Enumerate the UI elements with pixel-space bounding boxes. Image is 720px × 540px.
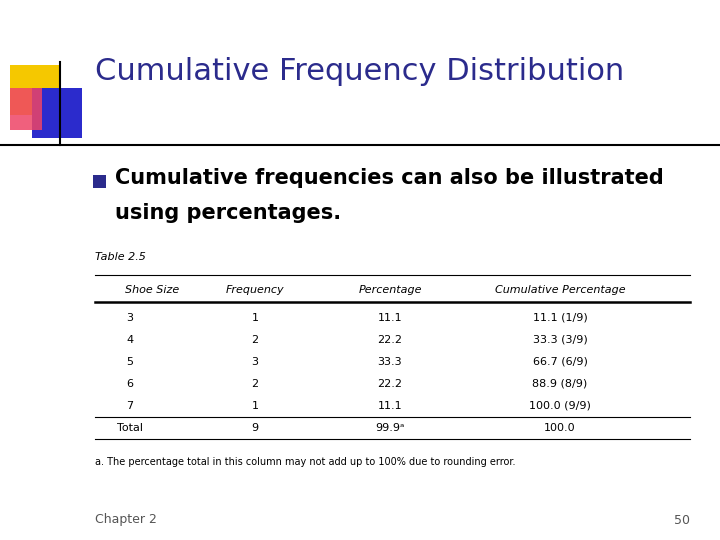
Text: 1: 1 bbox=[251, 313, 258, 323]
Text: Cumulative Percentage: Cumulative Percentage bbox=[495, 285, 625, 295]
Text: 4: 4 bbox=[127, 335, 134, 345]
Text: 100.0: 100.0 bbox=[544, 423, 576, 433]
Text: 11.1: 11.1 bbox=[378, 313, 402, 323]
Text: 11.1: 11.1 bbox=[378, 401, 402, 411]
Text: 6: 6 bbox=[127, 379, 133, 389]
Text: using percentages.: using percentages. bbox=[115, 203, 341, 223]
Bar bbox=[93, 175, 106, 188]
Text: 22.2: 22.2 bbox=[377, 379, 402, 389]
Text: Frequency: Frequency bbox=[225, 285, 284, 295]
Text: 66.7 (6/9): 66.7 (6/9) bbox=[533, 357, 588, 367]
Text: 33.3 (3/9): 33.3 (3/9) bbox=[533, 335, 588, 345]
Text: Shoe Size: Shoe Size bbox=[125, 285, 179, 295]
Text: Cumulative frequencies can also be illustrated: Cumulative frequencies can also be illus… bbox=[115, 168, 664, 188]
Text: 2: 2 bbox=[251, 379, 258, 389]
Text: 22.2: 22.2 bbox=[377, 335, 402, 345]
Text: 1: 1 bbox=[251, 401, 258, 411]
Text: 3: 3 bbox=[251, 357, 258, 367]
Bar bbox=[32, 88, 82, 138]
Bar bbox=[10, 88, 42, 130]
Text: 11.1 (1/9): 11.1 (1/9) bbox=[533, 313, 588, 323]
Bar bbox=[10, 65, 60, 115]
Text: Cumulative Frequency Distribution: Cumulative Frequency Distribution bbox=[95, 57, 624, 86]
Text: Chapter 2: Chapter 2 bbox=[95, 514, 157, 526]
Text: 2: 2 bbox=[251, 335, 258, 345]
Text: 33.3: 33.3 bbox=[378, 357, 402, 367]
Text: 88.9 (8/9): 88.9 (8/9) bbox=[532, 379, 588, 389]
Text: 50: 50 bbox=[674, 514, 690, 526]
Text: 5: 5 bbox=[127, 357, 133, 367]
Text: Percentage: Percentage bbox=[359, 285, 422, 295]
Text: 100.0 (9/9): 100.0 (9/9) bbox=[529, 401, 591, 411]
Text: Table 2.5: Table 2.5 bbox=[95, 252, 146, 262]
Text: 3: 3 bbox=[127, 313, 133, 323]
Text: 7: 7 bbox=[127, 401, 134, 411]
Text: 99.9ᵃ: 99.9ᵃ bbox=[375, 423, 405, 433]
Text: a. The percentage total in this column may not add up to 100% due to rounding er: a. The percentage total in this column m… bbox=[95, 457, 516, 467]
Text: Total: Total bbox=[117, 423, 143, 433]
Text: 9: 9 bbox=[251, 423, 258, 433]
